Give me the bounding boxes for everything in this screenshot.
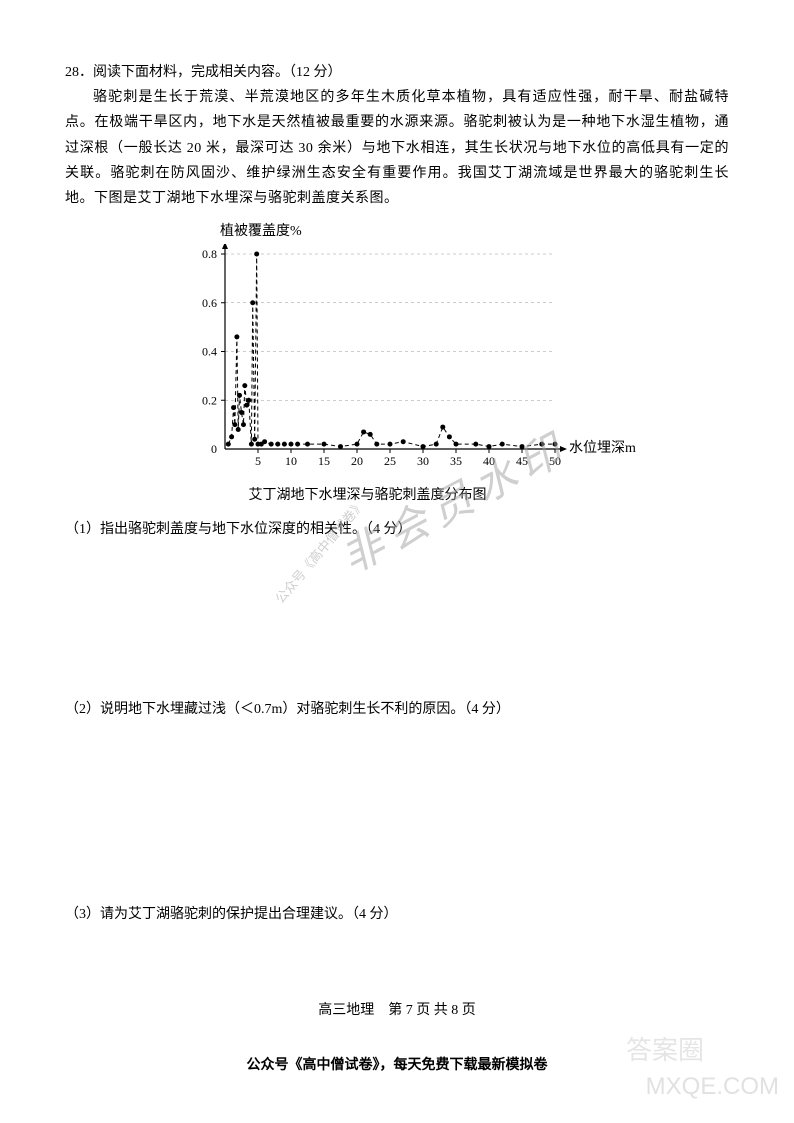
chart-svg: 0.2 0.4 0.6 0.8 0 5 10 15 20 25 30 35 40 45 50	[165, 244, 570, 479]
sub-question-2: （2）说明地下水埋藏过浅（＜0.7m）对骆驼刺生长不利的原因。（4 分）	[65, 697, 729, 722]
svg-text:0: 0	[211, 442, 217, 456]
question-number: 28．	[65, 65, 93, 80]
page-footer: 高三地理 第 7 页 共 8 页	[0, 998, 794, 1023]
svg-text:0.4: 0.4	[202, 345, 217, 359]
x-axis-label: 水位埋深m	[569, 436, 636, 461]
svg-text:10: 10	[285, 454, 297, 468]
svg-text:5: 5	[255, 454, 261, 468]
y-axis-label: 植被覆盖度%	[220, 224, 302, 239]
svg-text:50: 50	[549, 454, 561, 468]
svg-text:40: 40	[483, 454, 495, 468]
svg-text:35: 35	[450, 454, 462, 468]
watermark-sub: 公众号《高中僧试卷》	[269, 494, 370, 609]
svg-text:45: 45	[516, 454, 528, 468]
chart: 植被覆盖度% 0.20.40.60.805101520253035404550 …	[165, 219, 729, 508]
svg-text:0.6: 0.6	[202, 296, 217, 310]
sub-question-3: （3）请为艾丁湖骆驼刺的保护提出合理建议。（4 分）	[65, 902, 729, 927]
svg-text:30: 30	[417, 454, 429, 468]
question-header: 28．阅读下面材料，完成相关内容。（12 分）	[65, 60, 729, 85]
question-title: 阅读下面材料，完成相关内容。（12 分）	[93, 65, 342, 80]
svg-text:20: 20	[351, 454, 363, 468]
page-footer-2: 公众号《高中僧试卷》，每天免费下载最新模拟卷	[0, 1053, 794, 1078]
sub-question-1: （1）指出骆驼刺盖度与地下水位深度的相关性。（4 分）	[65, 517, 729, 542]
svg-text:0.2: 0.2	[202, 394, 217, 408]
chart-caption: 艾丁湖地下水埋深与骆驼刺盖度分布图	[165, 483, 570, 508]
passage: 骆驼刺是生长于荒漠、半荒漠地区的多年生木质化草本植物，具有适应性强，耐干旱、耐盐…	[65, 85, 729, 211]
svg-text:25: 25	[384, 454, 396, 468]
svg-text:0.8: 0.8	[202, 247, 217, 261]
svg-text:15: 15	[318, 454, 330, 468]
